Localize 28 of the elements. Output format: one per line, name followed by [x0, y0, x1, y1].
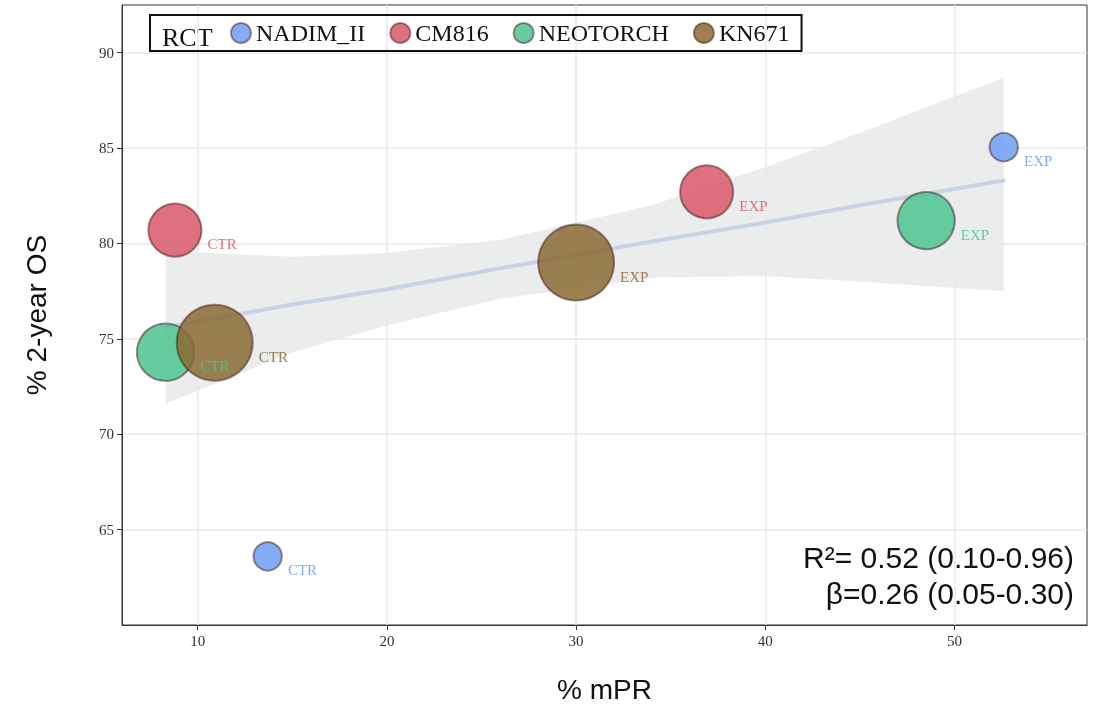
data-label: CTR	[200, 358, 230, 375]
legend-title: RCT	[162, 22, 213, 52]
data-label: CTR	[258, 348, 288, 365]
y-tick-label: 70	[99, 426, 114, 443]
y-tick-label: 65	[99, 521, 114, 538]
data-label: EXP	[620, 268, 649, 285]
y-tick-label: 80	[99, 235, 114, 252]
annotation: R²= 0.52 (0.10-0.96)	[803, 540, 1074, 574]
x-tick-label: 10	[190, 632, 206, 649]
legend-label: NEOTORCH	[538, 20, 669, 46]
y-tick-label: 75	[99, 330, 114, 347]
x-tick-label: 40	[757, 632, 773, 649]
y-tick-label: 90	[99, 44, 114, 61]
data-label: CTR	[207, 236, 237, 253]
data-label: CTR	[287, 562, 318, 579]
x-tick-label: 30	[568, 632, 584, 649]
legend-label: CM816	[415, 20, 489, 46]
y-axis-title: % 2-year OS	[20, 234, 52, 396]
annotation: β=0.26 (0.05-0.30)	[825, 576, 1074, 610]
data-label: EXP	[960, 226, 990, 243]
legend-label: KN671	[718, 20, 790, 46]
data-label: EXP	[1023, 153, 1053, 170]
x-axis-title: % mPR	[557, 673, 652, 705]
y-tick-label: 85	[99, 140, 114, 157]
x-tick-label: 50	[947, 632, 963, 649]
x-tick-label: 20	[379, 632, 395, 649]
legend-label: NADIM_II	[256, 20, 366, 46]
data-label: EXP	[739, 197, 768, 214]
